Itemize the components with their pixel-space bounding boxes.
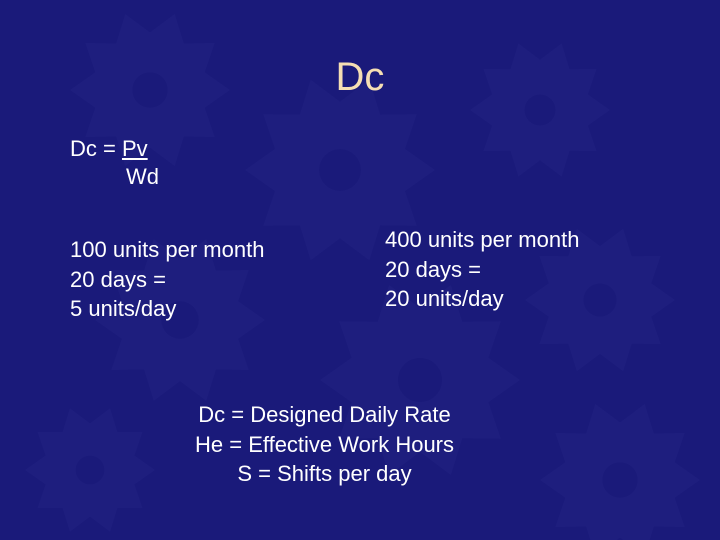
slide-title: Dc [0, 55, 720, 100]
formula-block: Dc = Pv Wd [70, 135, 159, 190]
formula-numerator: Pv [122, 136, 148, 161]
slide: Dc Dc = Pv Wd 100 units per month 20 day… [0, 0, 720, 540]
left-line-1: 100 units per month [70, 235, 264, 265]
left-example: 100 units per month 20 days = 5 units/da… [70, 235, 264, 324]
gear-icon [540, 400, 700, 540]
formula-line-1: Dc = Pv [70, 135, 159, 163]
definitions-block: Dc = Designed Daily Rate He = Effective … [195, 400, 454, 489]
right-line-1: 400 units per month [385, 225, 579, 255]
left-line-3: 5 units/day [70, 294, 264, 324]
right-line-2: 20 days = [385, 255, 579, 285]
definition-dc: Dc = Designed Daily Rate [195, 400, 454, 430]
formula-denominator: Wd [70, 163, 159, 191]
gear-icon [25, 405, 155, 535]
definition-s: S = Shifts per day [195, 459, 454, 489]
definition-he: He = Effective Work Hours [195, 430, 454, 460]
right-line-3: 20 units/day [385, 284, 579, 314]
formula-lhs: Dc = [70, 136, 122, 161]
right-example: 400 units per month 20 days = 20 units/d… [385, 225, 579, 314]
left-line-2: 20 days = [70, 265, 264, 295]
